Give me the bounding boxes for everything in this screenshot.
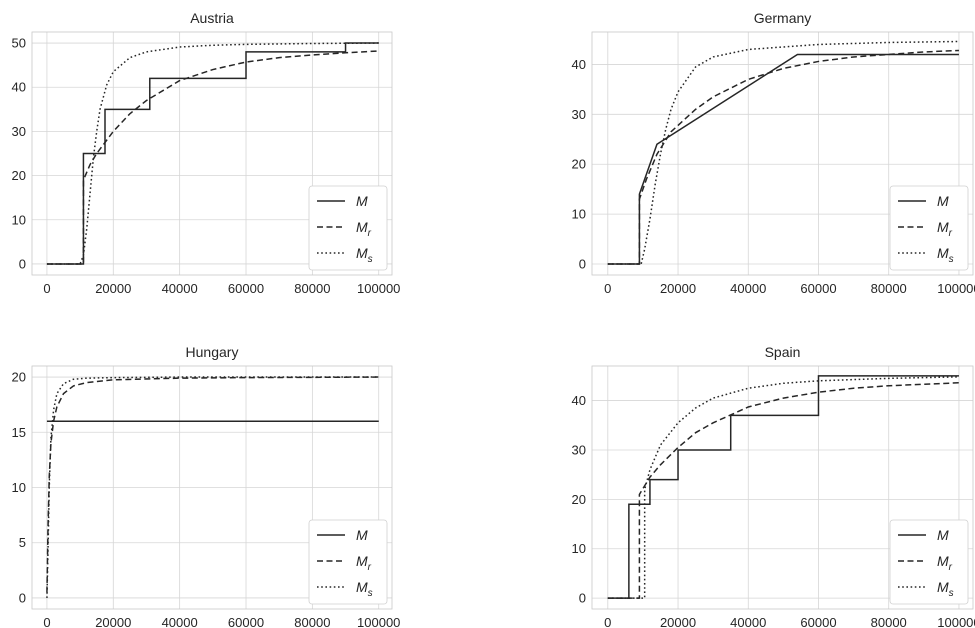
series-line-m <box>607 375 959 599</box>
legend-label: M <box>356 527 368 543</box>
legend: M Mr Ms <box>889 185 969 271</box>
series-line-m-s <box>46 42 379 265</box>
plot-frame <box>591 365 974 610</box>
x-tick-label: 80000 <box>294 281 330 296</box>
y-tick-label: 40 <box>572 393 586 408</box>
y-tick-label: 0 <box>579 591 586 606</box>
y-tick-label: 10 <box>572 207 586 222</box>
x-tick-label: 0 <box>604 281 611 296</box>
series-line-m-r <box>46 376 379 593</box>
legend-label: M <box>937 527 949 543</box>
legend-label: Mr <box>937 553 953 573</box>
y-tick-label: 40 <box>12 80 26 95</box>
y-tick-label: 30 <box>572 442 586 457</box>
x-tick-label: 100000 <box>357 615 400 628</box>
legend: M Mr Ms <box>308 519 388 605</box>
y-tick-label: 10 <box>12 480 26 495</box>
legend-label: Ms <box>937 245 954 265</box>
x-tick-label: 60000 <box>800 281 836 296</box>
x-tick-label: 100000 <box>937 615 975 628</box>
series-line-m-s <box>46 376 379 598</box>
legend-label: Ms <box>356 579 373 599</box>
x-tick-label: 80000 <box>871 281 907 296</box>
legend-label: Ms <box>937 579 954 599</box>
legend: M Mr Ms <box>308 185 388 271</box>
y-tick-label: 50 <box>12 36 26 51</box>
y-tick-label: 0 <box>19 590 26 605</box>
chart-title: Spain <box>765 344 801 360</box>
series-line-m-s <box>607 376 959 599</box>
y-tick-label: 20 <box>572 492 586 507</box>
x-tick-label: 20000 <box>660 281 696 296</box>
x-tick-label: 0 <box>43 281 50 296</box>
y-tick-label: 20 <box>572 157 586 172</box>
series-line-m <box>46 42 379 265</box>
y-tick-label: 5 <box>19 535 26 550</box>
x-tick-label: 60000 <box>228 615 264 628</box>
y-tick-label: 10 <box>12 212 26 227</box>
y-tick-label: 0 <box>579 257 586 272</box>
legend: M Mr Ms <box>889 519 969 605</box>
legend-label: Mr <box>356 219 372 239</box>
legend-box <box>889 185 969 271</box>
x-tick-label: 40000 <box>730 281 766 296</box>
x-tick-label: 20000 <box>95 615 131 628</box>
legend-label: M <box>356 193 368 209</box>
series-line-m-s <box>607 40 959 265</box>
x-tick-label: 20000 <box>660 615 696 628</box>
x-tick-label: 40000 <box>162 615 198 628</box>
x-tick-label: 20000 <box>95 281 131 296</box>
chart-hungary: 0 20000 40000 60000 80000 100000 0 5 10 15 20 Hunga… <box>12 344 401 628</box>
legend-label: Mr <box>937 219 953 239</box>
legend-box <box>889 519 969 605</box>
x-tick-label: 0 <box>43 615 50 628</box>
chart-austria: 0 20000 40000 60000 80000 100000 0 10 20 30 40 50 Au… <box>12 10 401 296</box>
y-tick-label: 15 <box>12 425 26 440</box>
plot-frame <box>591 31 974 276</box>
y-tick-label: 20 <box>12 370 26 385</box>
plot-frame <box>31 365 393 610</box>
chart-title: Hungary <box>186 344 239 360</box>
y-tick-label: 30 <box>12 124 26 139</box>
legend-label: M <box>937 193 949 209</box>
legend-label: Mr <box>356 553 372 573</box>
x-tick-label: 100000 <box>937 281 975 296</box>
y-tick-label: 40 <box>572 57 586 72</box>
x-tick-label: 80000 <box>294 615 330 628</box>
legend-box <box>308 519 388 605</box>
series-line-m-r <box>46 50 379 265</box>
y-tick-label: 10 <box>572 541 586 556</box>
chart-title: Germany <box>754 10 812 26</box>
y-tick-label: 20 <box>12 168 26 183</box>
chart-spain: 0 20000 40000 60000 80000 100000 0 10 20 30 40 Spai… <box>572 344 975 628</box>
legend-box <box>308 185 388 271</box>
series-line-m-r <box>607 382 959 599</box>
chart-germany: 0 20000 40000 60000 80000 100000 0 10 20 30 40 Germ… <box>572 10 975 296</box>
x-tick-label: 80000 <box>871 615 907 628</box>
legend-label: Ms <box>356 245 373 265</box>
x-tick-label: 100000 <box>357 281 400 296</box>
y-tick-label: 0 <box>19 256 26 271</box>
x-tick-label: 60000 <box>800 615 836 628</box>
x-tick-label: 40000 <box>730 615 766 628</box>
x-tick-label: 40000 <box>162 281 198 296</box>
x-tick-label: 0 <box>604 615 611 628</box>
y-tick-label: 30 <box>572 107 586 122</box>
x-tick-label: 60000 <box>228 281 264 296</box>
chart-title: Austria <box>190 10 234 26</box>
plot-frame <box>31 31 393 276</box>
